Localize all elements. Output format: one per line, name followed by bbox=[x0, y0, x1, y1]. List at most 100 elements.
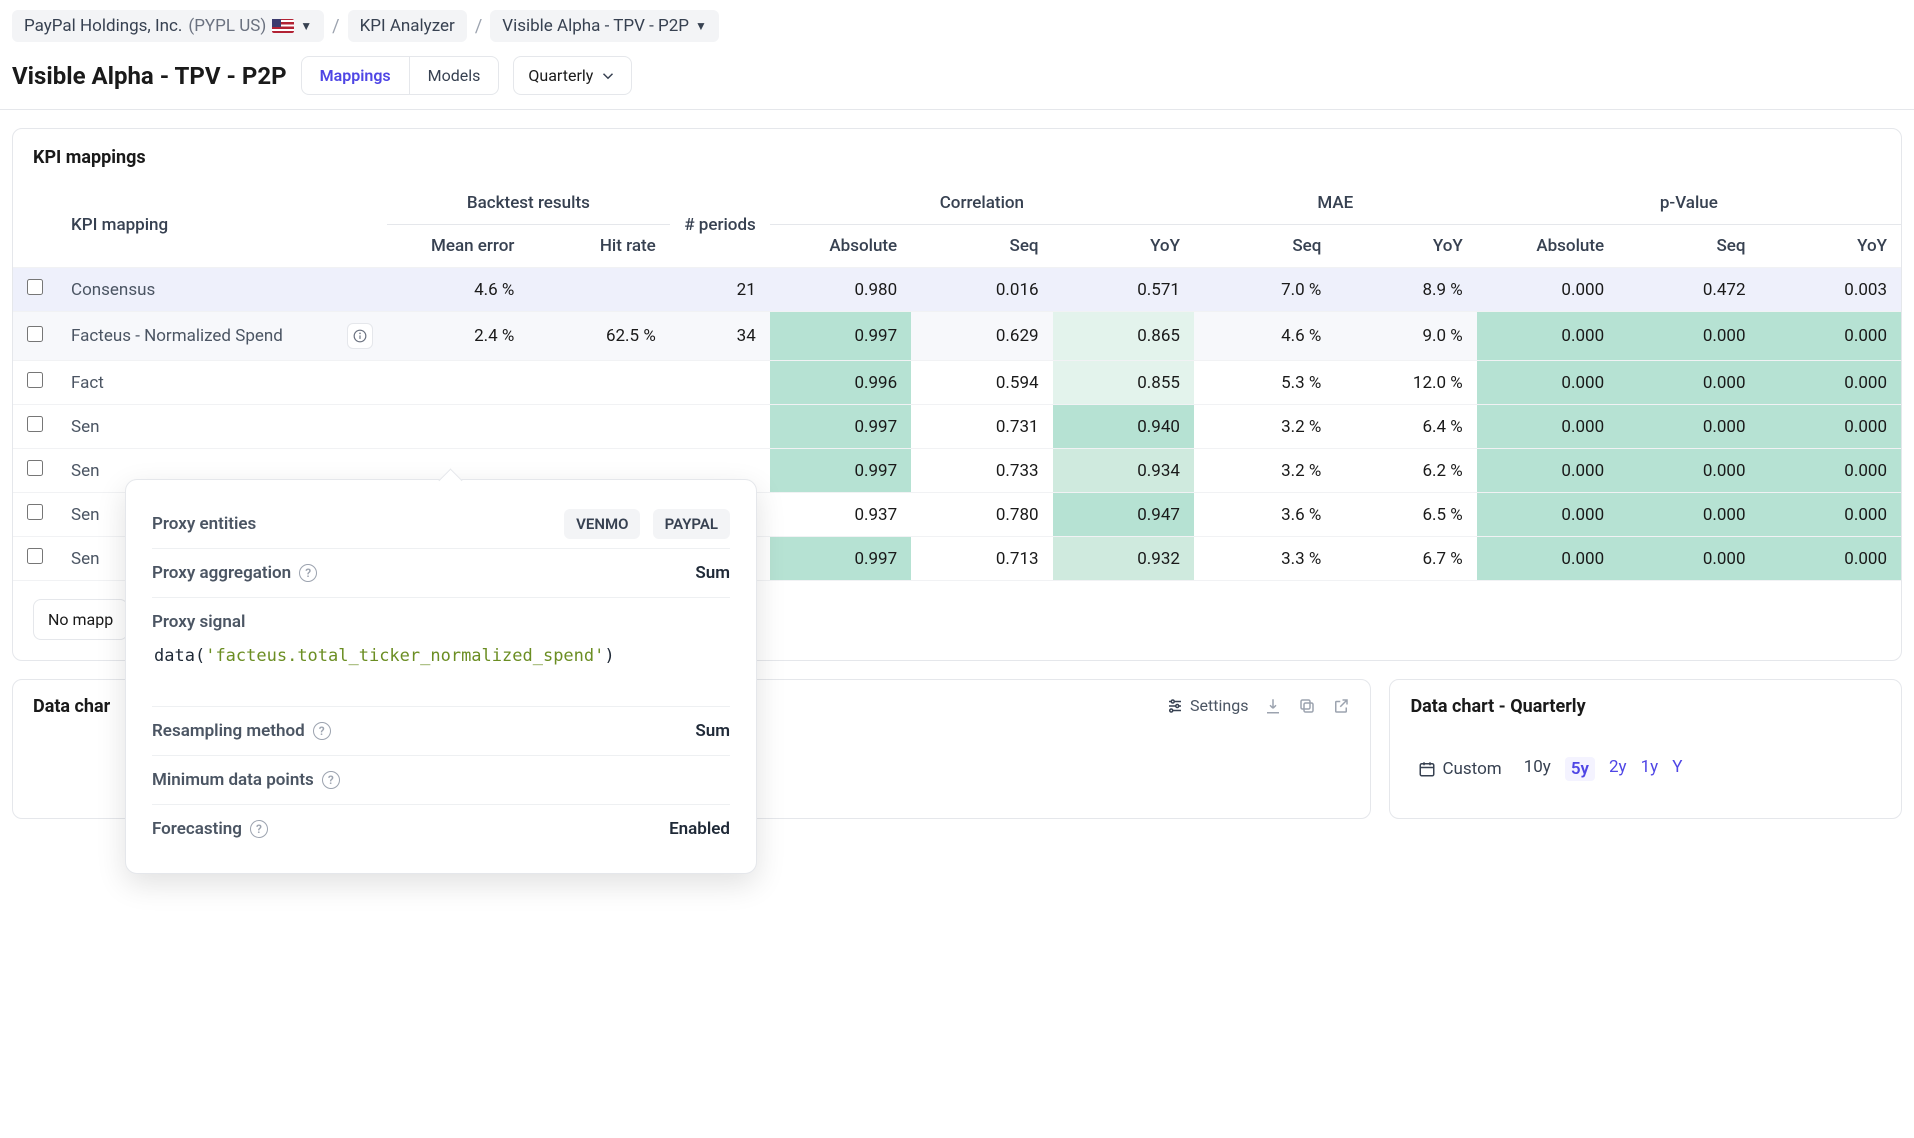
cell-mean-error bbox=[387, 405, 528, 449]
row-checkbox[interactable] bbox=[27, 416, 43, 432]
cell-mae-seq: 5.3 % bbox=[1194, 361, 1335, 405]
breadcrumb-sep: / bbox=[332, 16, 339, 37]
cell-p-abs: 0.000 bbox=[1477, 405, 1618, 449]
entity-tag-venmo: VENMO bbox=[564, 509, 640, 539]
settings-button[interactable]: Settings bbox=[1166, 696, 1248, 715]
tab-group: Mappings Models bbox=[301, 56, 500, 95]
dataset-label: Visible Alpha - TPV - P2P bbox=[502, 16, 689, 36]
range-custom[interactable]: Custom bbox=[1410, 757, 1509, 781]
cell-corr-seq: 0.594 bbox=[911, 361, 1052, 405]
col-p-seq[interactable]: Seq bbox=[1618, 225, 1759, 268]
external-link-icon[interactable] bbox=[1332, 697, 1350, 715]
cell-mae-seq: 3.2 % bbox=[1194, 449, 1335, 493]
col-group-backtest: Backtest results bbox=[387, 182, 670, 225]
cell-corr-yoy: 0.571 bbox=[1053, 268, 1194, 312]
download-icon[interactable] bbox=[1264, 697, 1282, 715]
col-hit-rate[interactable]: Hit rate bbox=[528, 225, 669, 268]
range-10y[interactable]: 10y bbox=[1524, 757, 1551, 781]
kpi-name: Sen bbox=[71, 549, 100, 569]
cell-hit-rate bbox=[528, 405, 669, 449]
range-1y[interactable]: 1y bbox=[1641, 757, 1659, 781]
row-checkbox[interactable] bbox=[27, 326, 43, 342]
range-group: Custom 10y 5y 2y 1y Y bbox=[1410, 717, 1881, 781]
col-p-yoy[interactable]: YoY bbox=[1760, 225, 1901, 268]
breadcrumb-company[interactable]: PayPal Holdings, Inc. (PYPL US) ▼ bbox=[12, 10, 324, 42]
table-row[interactable]: Facteus - Normalized Spend2.4 %62.5 %340… bbox=[13, 312, 1901, 361]
range-y[interactable]: Y bbox=[1672, 757, 1682, 781]
cell-mae-yoy: 6.5 % bbox=[1335, 493, 1476, 537]
row-checkbox[interactable] bbox=[27, 548, 43, 564]
cell-corr-yoy: 0.855 bbox=[1053, 361, 1194, 405]
proxy-aggregation-value: Sum bbox=[695, 563, 730, 583]
col-mean-error[interactable]: Mean error bbox=[387, 225, 528, 268]
row-checkbox[interactable] bbox=[27, 460, 43, 476]
help-icon[interactable]: ? bbox=[313, 722, 331, 740]
cell-corr-yoy: 0.940 bbox=[1053, 405, 1194, 449]
period-dropdown[interactable]: Quarterly bbox=[513, 56, 632, 95]
col-periods[interactable]: # periods bbox=[670, 182, 770, 268]
kpi-mappings-panel: KPI mappings KPI mapping Backtest result… bbox=[12, 128, 1902, 661]
col-p-abs[interactable]: Absolute bbox=[1477, 225, 1618, 268]
breadcrumb-dataset[interactable]: Visible Alpha - TPV - P2P ▼ bbox=[490, 10, 719, 42]
row-checkbox[interactable] bbox=[27, 504, 43, 520]
col-kpi[interactable]: KPI mapping bbox=[57, 182, 387, 268]
breadcrumb-analyzer[interactable]: KPI Analyzer bbox=[348, 10, 467, 42]
no-mapping-button[interactable]: No mapp bbox=[33, 599, 128, 640]
cell-p-seq: 0.000 bbox=[1618, 405, 1759, 449]
col-corr-yoy[interactable]: YoY bbox=[1053, 225, 1194, 268]
table-row[interactable]: Sen0.9970.7310.9403.2 %6.4 %0.0000.0000.… bbox=[13, 405, 1901, 449]
cell-corr-seq: 0.780 bbox=[911, 493, 1052, 537]
help-icon[interactable]: ? bbox=[322, 771, 340, 789]
cell-corr-abs: 0.980 bbox=[770, 268, 911, 312]
cell-p-seq: 0.000 bbox=[1618, 312, 1759, 361]
cell-corr-seq: 0.629 bbox=[911, 312, 1052, 361]
cell-p-yoy: 0.000 bbox=[1760, 537, 1901, 581]
cell-mae-yoy: 6.2 % bbox=[1335, 449, 1476, 493]
cell-hit-rate bbox=[528, 268, 669, 312]
col-group-pvalue: p-Value bbox=[1477, 182, 1901, 225]
tab-mappings[interactable]: Mappings bbox=[302, 57, 409, 94]
help-icon[interactable]: ? bbox=[250, 820, 268, 838]
row-checkbox[interactable] bbox=[27, 372, 43, 388]
chevron-down-icon: ▼ bbox=[300, 19, 312, 33]
copy-icon[interactable] bbox=[1298, 697, 1316, 715]
calendar-icon bbox=[1418, 760, 1436, 778]
col-mae-yoy[interactable]: YoY bbox=[1335, 225, 1476, 268]
table-row[interactable]: Consensus4.6 %210.9800.0160.5717.0 %8.9 … bbox=[13, 268, 1901, 312]
cell-corr-abs: 0.997 bbox=[770, 449, 911, 493]
cell-mean-error: 2.4 % bbox=[387, 312, 528, 361]
period-label: Quarterly bbox=[528, 66, 593, 85]
row-checkbox[interactable] bbox=[27, 279, 43, 295]
resampling-label: Resampling method ? bbox=[152, 721, 331, 741]
col-mae-seq[interactable]: Seq bbox=[1194, 225, 1335, 268]
cell-p-seq: 0.000 bbox=[1618, 537, 1759, 581]
cell-mae-yoy: 6.4 % bbox=[1335, 405, 1476, 449]
cell-p-seq: 0.000 bbox=[1618, 361, 1759, 405]
info-button[interactable] bbox=[347, 323, 373, 349]
cell-corr-seq: 0.016 bbox=[911, 268, 1052, 312]
cell-mae-yoy: 8.9 % bbox=[1335, 268, 1476, 312]
proxy-signal-label: Proxy signal bbox=[152, 612, 245, 632]
tab-models[interactable]: Models bbox=[409, 57, 499, 94]
cell-p-abs: 0.000 bbox=[1477, 312, 1618, 361]
cell-corr-seq: 0.713 bbox=[911, 537, 1052, 581]
cell-p-abs: 0.000 bbox=[1477, 361, 1618, 405]
min-data-points-label: Minimum data points ? bbox=[152, 770, 340, 790]
col-corr-abs[interactable]: Absolute bbox=[770, 225, 911, 268]
cell-mae-seq: 3.2 % bbox=[1194, 405, 1335, 449]
help-icon[interactable]: ? bbox=[299, 564, 317, 582]
cell-p-abs: 0.000 bbox=[1477, 493, 1618, 537]
cell-corr-seq: 0.731 bbox=[911, 405, 1052, 449]
cell-p-seq: 0.000 bbox=[1618, 493, 1759, 537]
cell-periods bbox=[670, 361, 770, 405]
range-2y[interactable]: 2y bbox=[1609, 757, 1627, 781]
cell-p-yoy: 0.003 bbox=[1760, 268, 1901, 312]
chart-panel-right: Data chart - Quarterly Custom 10y 5y 2y … bbox=[1389, 679, 1902, 819]
table-row[interactable]: Fact0.9960.5940.8555.3 %12.0 %0.0000.000… bbox=[13, 361, 1901, 405]
chevron-down-icon: ▼ bbox=[695, 19, 707, 33]
cell-corr-abs: 0.997 bbox=[770, 405, 911, 449]
range-5y[interactable]: 5y bbox=[1565, 757, 1595, 781]
kpi-name: Consensus bbox=[71, 280, 155, 300]
page-title: Visible Alpha - TPV - P2P bbox=[12, 62, 287, 90]
col-corr-seq[interactable]: Seq bbox=[911, 225, 1052, 268]
